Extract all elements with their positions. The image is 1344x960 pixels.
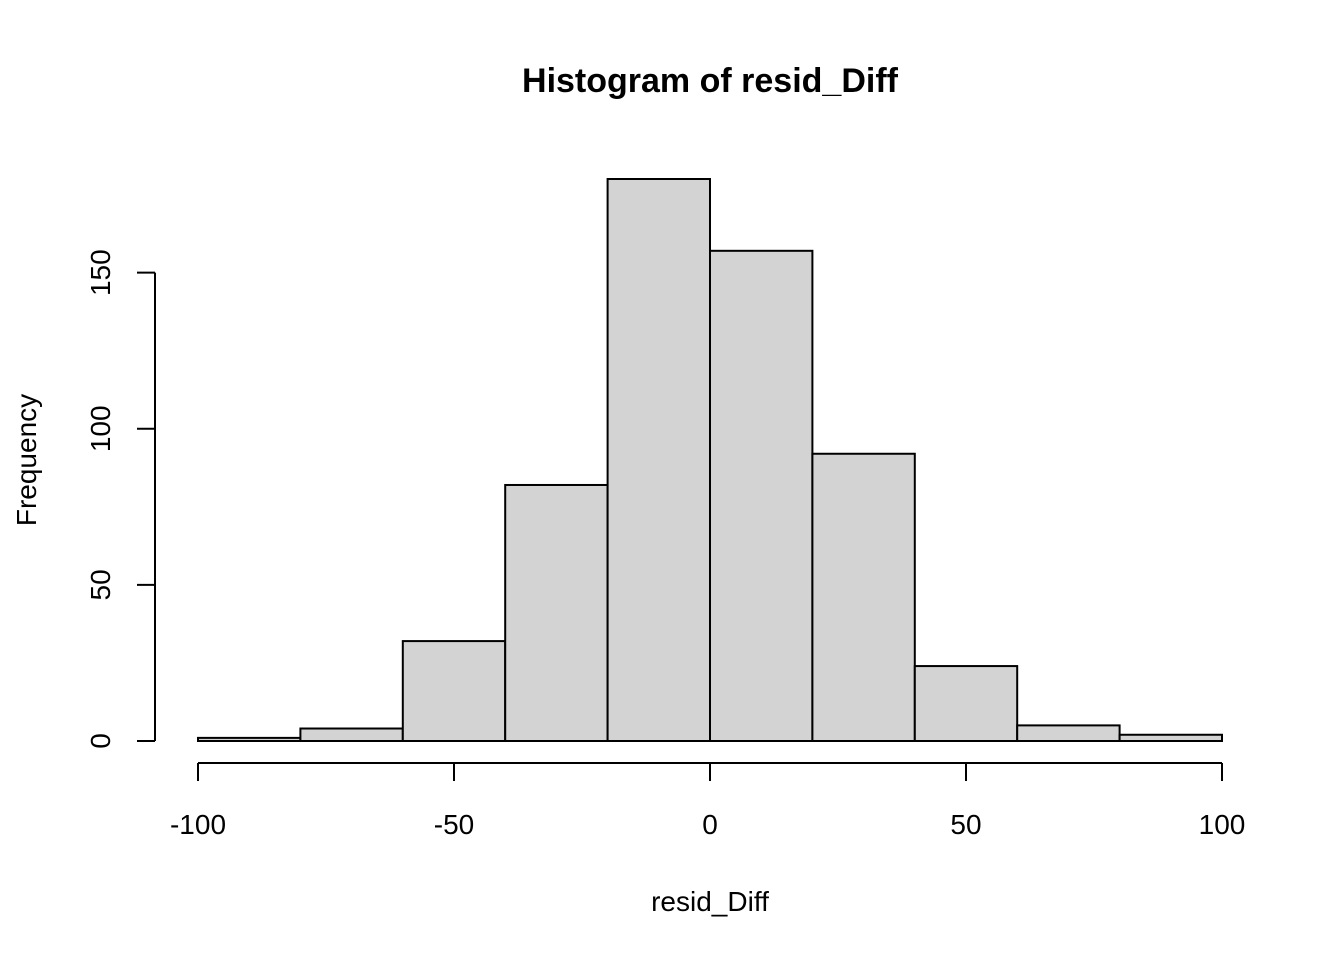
y-axis-label: Frequency [11, 394, 42, 526]
histogram-bars [197, 178, 1223, 743]
x-axis-label: resid_Diff [651, 886, 769, 917]
x-tick-label: -100 [170, 809, 226, 840]
histogram-bar [811, 452, 916, 742]
x-tick-label: 50 [950, 809, 981, 840]
y-tick-label: 100 [85, 405, 116, 452]
x-tick-label: -50 [434, 809, 474, 840]
histogram-bar [913, 665, 1019, 742]
histogram-bar [504, 483, 609, 742]
chart-title: Histogram of resid_Diff [522, 62, 899, 100]
y-tick-label: 0 [85, 733, 116, 749]
histogram-bar [709, 249, 814, 743]
x-tick-label: 100 [1199, 809, 1246, 840]
histogram-bar [401, 640, 507, 742]
x-tick-label: 0 [702, 809, 718, 840]
histogram-bar [606, 178, 711, 742]
histogram-bar [299, 727, 404, 742]
histogram-bar [1016, 724, 1121, 743]
x-axis: -100 -50 0 50 100 [170, 762, 1246, 840]
y-tick-label: 150 [85, 249, 116, 296]
y-axis: 0 50 100 150 [85, 249, 156, 749]
histogram-bar [197, 736, 302, 743]
histogram-bar [1118, 733, 1223, 742]
y-tick-label: 50 [85, 569, 116, 600]
